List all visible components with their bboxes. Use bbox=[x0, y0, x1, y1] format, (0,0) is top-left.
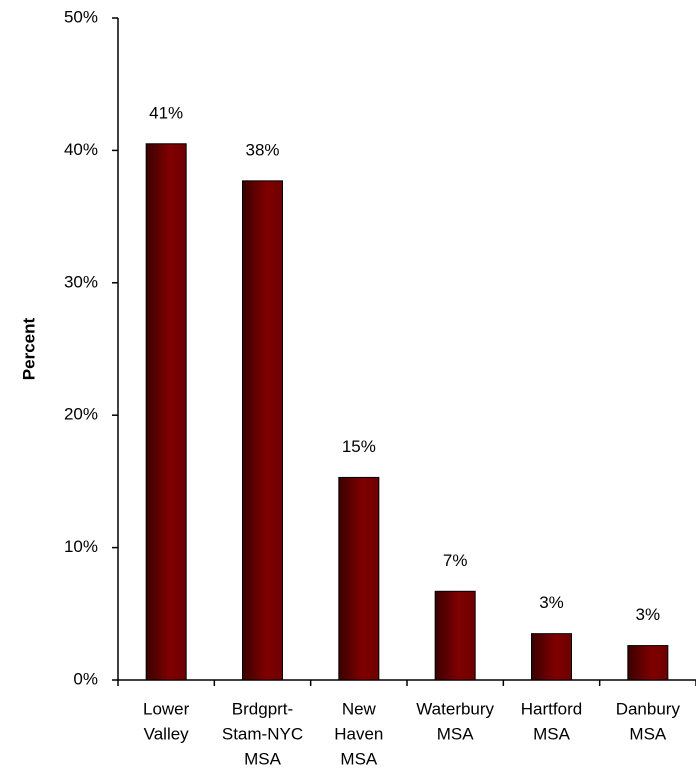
data-label: 7% bbox=[443, 551, 468, 570]
x-tick-label: Waterbury bbox=[416, 699, 494, 718]
x-tick-label: MSA bbox=[437, 724, 475, 743]
bar-shade bbox=[146, 143, 187, 680]
bar-shade bbox=[338, 477, 379, 680]
y-axis-label: Percent bbox=[19, 317, 38, 380]
x-tick-label: Hartford bbox=[521, 699, 582, 718]
data-label: 3% bbox=[539, 593, 564, 612]
x-tick-label: MSA bbox=[340, 749, 378, 768]
y-tick-label: 30% bbox=[64, 272, 98, 291]
x-tick-label: Haven bbox=[334, 724, 383, 743]
y-tick-label: 20% bbox=[64, 405, 98, 424]
x-tick-label: Stam-NYC bbox=[222, 724, 303, 743]
y-tick-label: 50% bbox=[64, 7, 98, 26]
bar-shade bbox=[435, 591, 476, 680]
x-tick-label: Brdgprt- bbox=[232, 699, 293, 718]
data-label: 3% bbox=[636, 605, 661, 624]
x-tick-label: Danbury bbox=[616, 699, 681, 718]
data-label: 15% bbox=[342, 437, 376, 456]
x-tick-label: MSA bbox=[244, 749, 282, 768]
bar-shade bbox=[531, 633, 572, 680]
x-tick-label: MSA bbox=[629, 724, 667, 743]
data-label: 41% bbox=[149, 103, 183, 122]
y-tick-label: 10% bbox=[64, 537, 98, 556]
x-tick-label: New bbox=[342, 699, 377, 718]
bar-shade bbox=[627, 645, 668, 680]
x-tick-label: Valley bbox=[144, 724, 190, 743]
y-tick-label: 0% bbox=[73, 669, 98, 688]
x-tick-label: Lower bbox=[143, 699, 190, 718]
bar-shade bbox=[242, 180, 283, 681]
data-label: 38% bbox=[245, 140, 279, 159]
x-tick-label: MSA bbox=[533, 724, 571, 743]
y-tick-label: 40% bbox=[64, 140, 98, 159]
